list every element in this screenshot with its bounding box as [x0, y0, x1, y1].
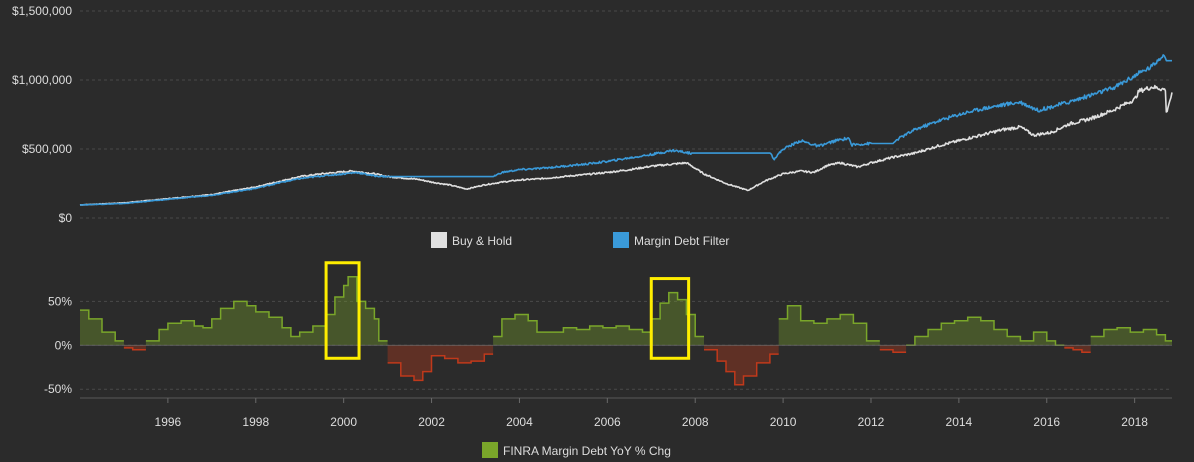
area-line-positive — [778, 305, 880, 342]
area-line-positive — [906, 316, 1065, 347]
area-fill-positive — [778, 305, 880, 346]
legend-label-buy-hold[interactable]: Buy & Hold — [452, 234, 512, 248]
top-gridlines — [80, 10, 1172, 219]
x-tick-label: 2012 — [858, 415, 885, 429]
area-fill-negative — [387, 345, 494, 381]
x-tick-label: 2004 — [506, 415, 533, 429]
x-tick-label: 2010 — [770, 415, 797, 429]
area-line-negative — [123, 347, 146, 351]
area-fill-negative — [879, 345, 907, 353]
area-line-positive — [1090, 326, 1172, 342]
series-line-margin-debt-filter — [79, 54, 1172, 206]
x-tick-label: 2008 — [682, 415, 709, 429]
x-tick-label: 2000 — [330, 415, 357, 429]
x-tick-label: 1996 — [155, 415, 182, 429]
area-fill-negative — [123, 345, 146, 350]
top-y-tick-label: $1,000,000 — [12, 73, 72, 87]
legend-swatch-margin-debt-filter[interactable] — [613, 232, 629, 248]
highlight-box — [324, 261, 361, 360]
top-legend[interactable]: Buy & Hold Margin Debt Filter — [431, 232, 729, 248]
x-tick-label: 2002 — [418, 415, 445, 429]
area-fill-negative — [1064, 345, 1091, 353]
area-line-negative — [1064, 347, 1091, 354]
legend-swatch-finra-margin-debt[interactable] — [482, 442, 498, 458]
highlight-box — [649, 277, 691, 360]
bottom-legend[interactable]: FINRA Margin Debt YoY % Chg — [482, 442, 671, 458]
legend-label-finra-margin-debt[interactable]: FINRA Margin Debt YoY % Chg — [503, 444, 671, 458]
area-fill-positive — [906, 317, 1065, 346]
top-panel: $0 $500,000 $1,000,000 $1,500,000 — [12, 4, 1173, 225]
legend-swatch-buy-hold[interactable] — [431, 232, 447, 248]
bottom-panel: -50% 0% 50% 1996 1998 2000 2002 2004 2006 2008 20… — [44, 261, 1172, 429]
x-tick-label: 2014 — [946, 415, 973, 429]
highlight-boxes — [324, 261, 691, 360]
x-tick-label: 2018 — [1121, 415, 1148, 429]
area-line-negative — [704, 348, 779, 386]
area-line-positive — [493, 291, 704, 338]
legend-label-margin-debt-filter[interactable]: Margin Debt Filter — [634, 234, 729, 248]
bottom-y-tick-label: 50% — [48, 294, 72, 308]
area-fill-positive — [1090, 327, 1172, 346]
top-y-tick-labels: $0 $500,000 $1,000,000 $1,500,000 — [12, 4, 72, 225]
x-tick-label: 1998 — [242, 415, 269, 429]
area-line-negative — [879, 348, 907, 354]
x-tick-group: 1996 1998 2000 2002 2004 2006 2008 2010 2012 2014… — [155, 398, 1148, 429]
bottom-y-tick-labels: -50% 0% 50% — [44, 294, 72, 396]
top-series-group — [79, 54, 1173, 206]
bottom-y-tick-label: 0% — [55, 338, 73, 352]
series-line-buy-hold — [79, 84, 1173, 206]
bottom-y-tick-label: -50% — [44, 382, 72, 396]
area-line-positive — [80, 309, 124, 342]
area-line-positive — [145, 276, 388, 342]
top-y-tick-label: $1,500,000 — [12, 4, 72, 18]
area-line-negative — [387, 353, 494, 382]
x-tick-label: 2016 — [1033, 415, 1060, 429]
area-fill-negative — [704, 345, 779, 385]
x-tick-label: 2006 — [594, 415, 621, 429]
top-y-tick-label: $500,000 — [22, 142, 72, 156]
top-y-tick-label: $0 — [59, 211, 73, 225]
